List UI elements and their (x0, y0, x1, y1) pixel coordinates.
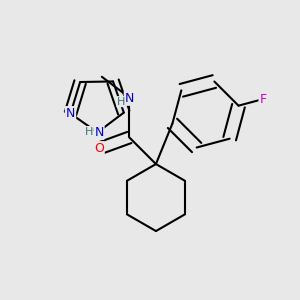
Text: F: F (260, 93, 266, 106)
Text: H: H (117, 97, 125, 107)
Text: N: N (94, 126, 104, 139)
Text: N: N (125, 92, 134, 105)
Text: H: H (84, 127, 93, 136)
Text: O: O (94, 142, 104, 155)
Text: N: N (66, 107, 75, 120)
